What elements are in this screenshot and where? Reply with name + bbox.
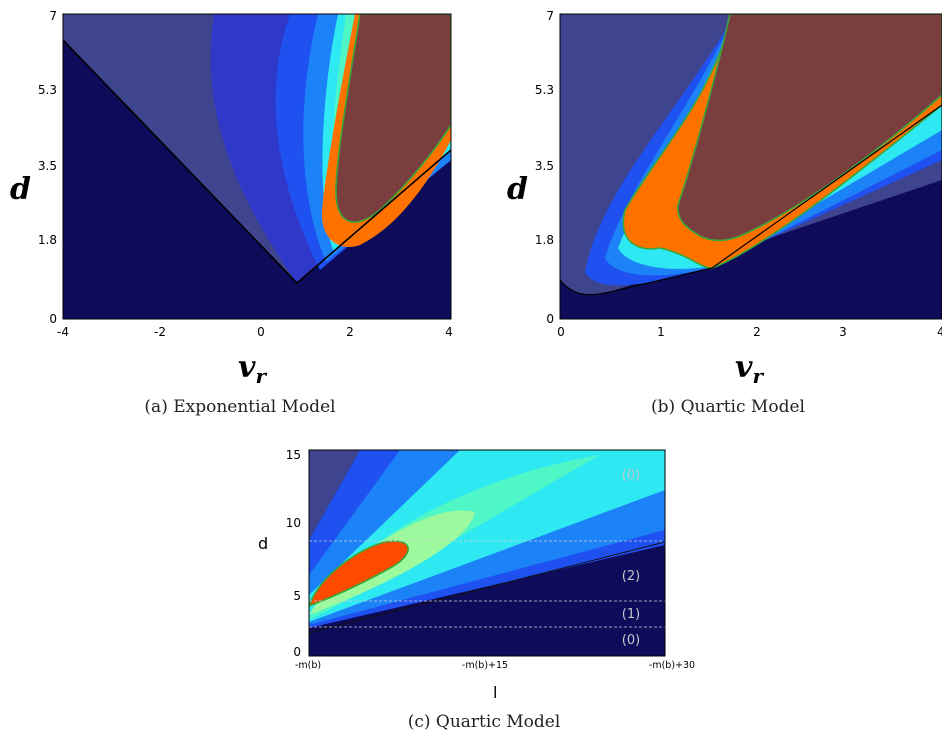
panel-b-ytick-2: 3.5 xyxy=(535,159,554,173)
panel-a-xtick-4: 4 xyxy=(445,325,453,339)
panel-b-ytick-1: 1.8 xyxy=(535,233,554,247)
panel-c-region-labels: (0) (2) (1) (0) xyxy=(622,468,640,648)
panel-b: 0 1 2 3 4 0 1.8 3.5 5.3 7 d vr (b) Quart… xyxy=(507,9,942,417)
panel-c-xtick-1: -m(b)+15 xyxy=(462,660,508,671)
panel-b-heatmap xyxy=(560,14,942,319)
panel-a-core xyxy=(335,14,451,223)
panel-a-xlabel: vr xyxy=(238,350,267,388)
panel-c-heatmap xyxy=(309,450,665,656)
panel-b-ytick-4: 7 xyxy=(546,9,554,23)
panel-c-caption: (c) Quartic Model xyxy=(408,712,561,732)
panel-b-xtick-2: 2 xyxy=(753,325,761,339)
panel-a-ytick-0: 0 xyxy=(49,312,57,326)
panel-b-frame xyxy=(559,13,942,320)
panel-a-frame xyxy=(62,13,452,320)
panel-c-ylabel: d xyxy=(258,534,268,553)
panel-c: (0) (2) (1) (0) -m(b) -m(b)+15 -m(b)+30 … xyxy=(258,448,695,732)
panel-b-ytick-3: 5.3 xyxy=(535,83,554,97)
panel-c-xtick-0: -m(b) xyxy=(295,660,321,671)
panel-b-xtick-0: 0 xyxy=(557,325,565,339)
panel-c-region-label-bottom: (0) xyxy=(622,633,640,648)
panel-a-xtick-2: 0 xyxy=(257,325,265,339)
panel-a-xtick-1: -2 xyxy=(154,325,166,339)
panel-b-xlabel: vr xyxy=(735,350,764,388)
panel-a-feasibility-boundary xyxy=(63,39,451,285)
panel-a-heatmap xyxy=(63,14,451,319)
panel-c-xlabel: l xyxy=(493,683,497,702)
panel-b-ytick-0: 0 xyxy=(546,312,554,326)
panel-b-y-ticks: 0 1.8 3.5 5.3 7 xyxy=(535,9,554,326)
panel-c-ytick-0: 0 xyxy=(293,645,301,659)
panel-b-caption: (b) Quartic Model xyxy=(651,397,805,417)
panel-c-band-cyan xyxy=(309,450,665,622)
panel-c-band-slate xyxy=(309,450,360,540)
panel-c-ytick-3: 15 xyxy=(286,448,301,462)
panel-c-xtick-2: -m(b)+30 xyxy=(649,660,695,671)
panel-b-xtick-3: 3 xyxy=(839,325,847,339)
panel-c-y-ticks: 0 5 10 15 xyxy=(286,448,301,659)
panel-a-x-ticks: -4 -2 0 2 4 xyxy=(57,325,453,339)
panel-a-ytick-1: 1.8 xyxy=(38,233,57,247)
panel-a-ytick-3: 5.3 xyxy=(38,83,57,97)
panel-a-xtick-3: 2 xyxy=(346,325,354,339)
panel-b-feasibility-boundary xyxy=(560,104,942,296)
panel-b-xtick-1: 1 xyxy=(657,325,665,339)
panel-c-region-label-top: (0) xyxy=(622,468,640,483)
panel-c-ytick-1: 5 xyxy=(293,589,301,603)
panel-c-region-label-2: (2) xyxy=(622,569,640,584)
panel-a-ytick-4: 7 xyxy=(49,9,57,23)
panel-b-x-ticks: 0 1 2 3 4 xyxy=(557,325,942,339)
panel-c-ytick-2: 10 xyxy=(286,516,301,530)
panel-b-ylabel: d xyxy=(507,172,528,207)
panel-c-x-ticks: -m(b) -m(b)+15 -m(b)+30 xyxy=(295,660,695,671)
panel-a-ytick-2: 3.5 xyxy=(38,159,57,173)
panel-a-caption: (a) Exponential Model xyxy=(144,397,335,417)
panel-a-xtick-0: -4 xyxy=(57,325,69,339)
panel-b-core xyxy=(677,14,942,242)
panel-c-peak xyxy=(309,540,409,607)
panel-c-feasibility-boundary xyxy=(309,541,665,634)
panel-a-ylabel: d xyxy=(10,172,31,207)
panel-a: -4 -2 0 2 4 0 1.8 3.5 5.3 7 d vr (a) Exp… xyxy=(10,9,453,417)
panel-c-region-label-1: (1) xyxy=(622,607,640,622)
panel-b-xtick-4: 4 xyxy=(937,325,942,339)
panel-a-y-ticks: 0 1.8 3.5 5.3 7 xyxy=(38,9,57,326)
panel-c-frame xyxy=(308,449,666,657)
